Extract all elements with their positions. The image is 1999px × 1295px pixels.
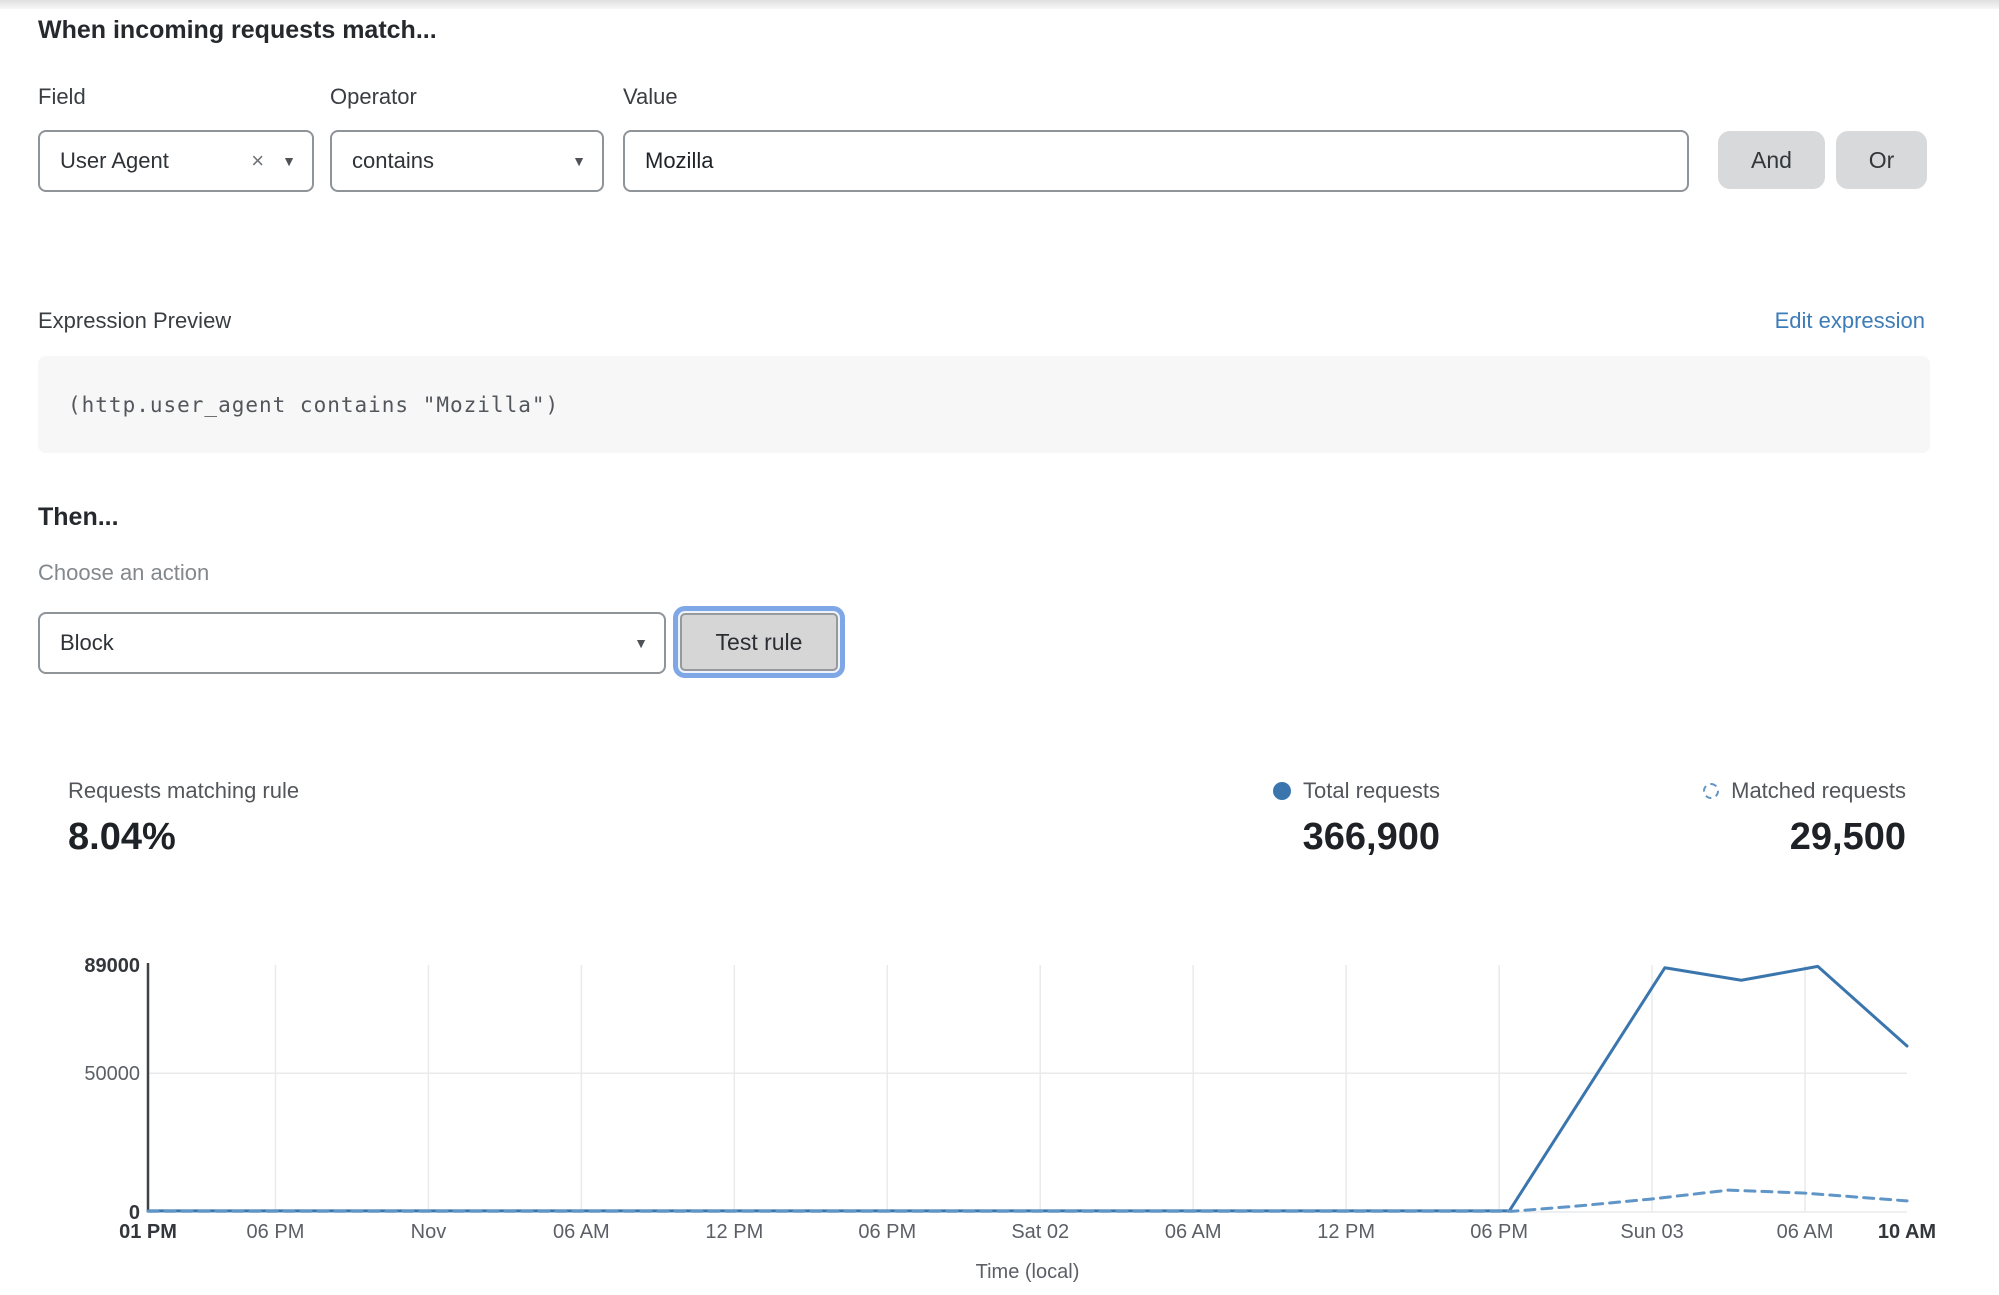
expression-code-block: (http.user_agent contains "Mozilla") <box>38 356 1930 453</box>
requests-matching-stat: Requests matching rule 8.04% <box>68 777 299 860</box>
svg-text:50000: 50000 <box>84 1063 140 1085</box>
expression-preview-label: Expression Preview <box>38 308 232 333</box>
action-select[interactable]: Block ▼ <box>38 612 666 674</box>
operator-label: Operator <box>330 84 417 109</box>
svg-text:06 AM: 06 AM <box>553 1221 610 1243</box>
svg-text:0: 0 <box>129 1202 140 1224</box>
test-rule-button[interactable]: Test rule <box>680 613 838 671</box>
chevron-down-icon: ▼ <box>572 153 586 169</box>
svg-text:Time (local): Time (local) <box>976 1261 1080 1283</box>
field-label: Field <box>38 84 86 109</box>
svg-text:06 AM: 06 AM <box>1165 1221 1222 1243</box>
svg-text:12 PM: 12 PM <box>1317 1221 1375 1243</box>
or-button[interactable]: Or <box>1836 131 1927 189</box>
clear-field-icon[interactable]: × <box>251 148 265 173</box>
svg-text:12 PM: 12 PM <box>705 1221 763 1243</box>
total-requests-stat: Total requests 366,900 <box>1273 777 1440 860</box>
matched-requests-value: 29,500 <box>1789 816 1906 858</box>
requests-matching-label: Requests matching rule <box>68 778 300 803</box>
then-section-heading: Then... <box>38 503 119 531</box>
edit-expression-link[interactable]: Edit expression <box>1774 308 1925 333</box>
total-requests-label: Total requests <box>1303 778 1440 803</box>
matched-requests-dashed-icon <box>1703 783 1720 799</box>
total-requests-legend: Total requests <box>1273 777 1440 805</box>
operator-select-value: contains <box>352 148 434 173</box>
svg-text:06 AM: 06 AM <box>1777 1221 1834 1243</box>
requests-matching-value: 8.04% <box>68 816 176 858</box>
chevron-down-icon: ▼ <box>634 635 648 651</box>
svg-text:Sun 03: Sun 03 <box>1620 1221 1683 1243</box>
field-select[interactable]: User Agent × ▼ <box>38 130 314 192</box>
requests-chart: 89000 50000 001 PM 06 PM Nov 06 AM 12 PM 06 PM S… <box>84 955 1936 1283</box>
value-label: Value <box>623 84 678 109</box>
top-edge-divider <box>0 0 1999 9</box>
choose-action-label: Choose an action <box>38 560 210 585</box>
matched-requests-legend: Matched requests <box>1703 777 1906 805</box>
svg-text:06 PM: 06 PM <box>1470 1221 1528 1243</box>
svg-text:89000: 89000 <box>84 955 140 977</box>
svg-text:Sat 02: Sat 02 <box>1011 1221 1069 1243</box>
expression-code: (http.user_agent contains "Mozilla") <box>68 392 560 417</box>
svg-text:01 PM: 01 PM <box>119 1221 177 1243</box>
chevron-down-icon: ▼ <box>282 153 296 169</box>
svg-text:06 PM: 06 PM <box>858 1221 916 1243</box>
svg-text:06 PM: 06 PM <box>247 1221 305 1243</box>
total-requests-value: 366,900 <box>1302 816 1440 858</box>
svg-text:10 AM: 10 AM <box>1878 1221 1936 1243</box>
value-input[interactable] <box>623 130 1689 192</box>
matched-requests-stat: Matched requests 29,500 <box>1703 777 1906 860</box>
matched-requests-label: Matched requests <box>1731 778 1906 803</box>
svg-text:Nov: Nov <box>411 1221 447 1243</box>
and-button[interactable]: And <box>1718 131 1825 189</box>
operator-select[interactable]: contains ▼ <box>330 130 604 192</box>
action-select-value: Block <box>60 630 114 655</box>
match-section-heading: When incoming requests match... <box>38 16 437 44</box>
total-requests-dot-icon <box>1273 782 1292 800</box>
field-select-value: User Agent <box>60 148 169 173</box>
